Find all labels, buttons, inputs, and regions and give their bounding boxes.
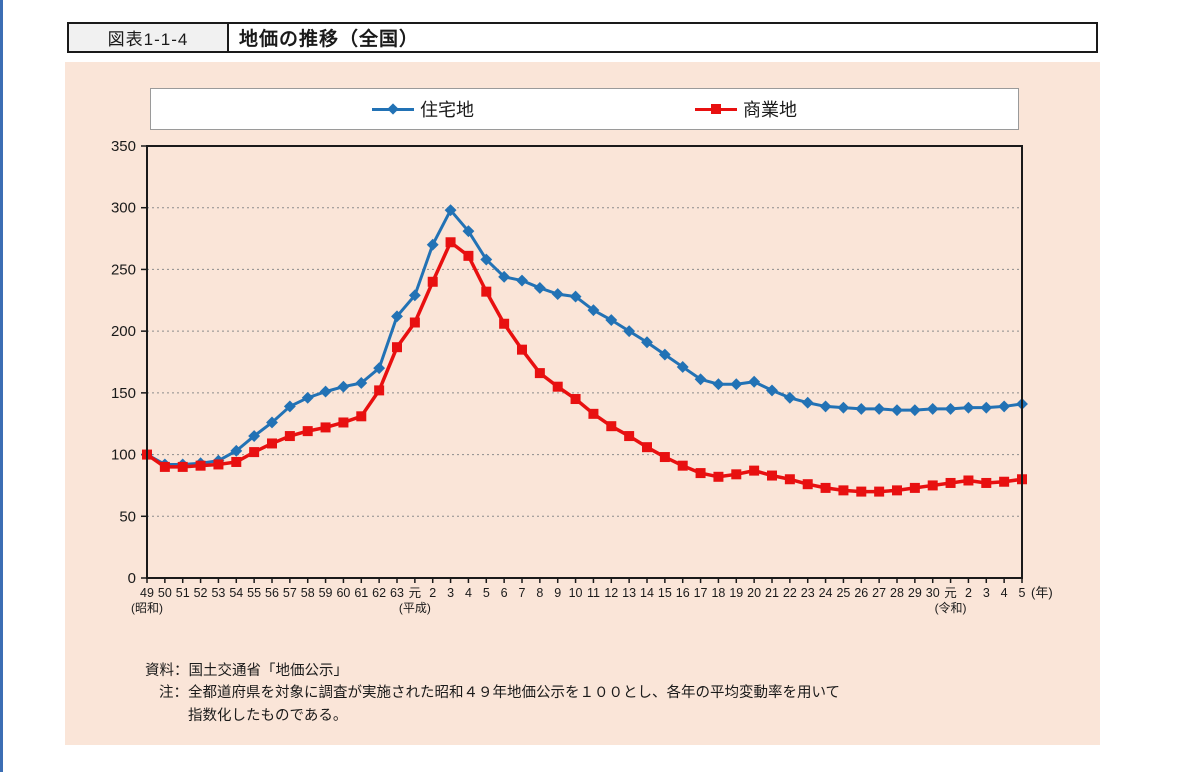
svg-text:17: 17 [694, 586, 708, 600]
svg-text:53: 53 [211, 586, 225, 600]
svg-text:11: 11 [587, 586, 600, 600]
svg-text:元: 元 [944, 586, 957, 600]
svg-text:51: 51 [176, 586, 190, 600]
svg-text:3: 3 [447, 586, 454, 600]
legend-label-commercial: 商業地 [743, 100, 797, 120]
svg-text:30: 30 [926, 586, 940, 600]
svg-text:9: 9 [554, 586, 561, 600]
svg-text:23: 23 [801, 586, 815, 600]
svg-text:元: 元 [409, 586, 422, 600]
commercial-line-swatch [695, 104, 737, 114]
svg-text:(年): (年) [1031, 585, 1053, 600]
legend-label-residential: 住宅地 [420, 100, 474, 120]
svg-text:200: 200 [111, 323, 136, 340]
svg-text:(令和): (令和) [935, 600, 967, 615]
svg-text:60: 60 [336, 586, 350, 600]
note-text-line2: 指数化したものである。 [188, 707, 348, 724]
svg-text:52: 52 [194, 586, 208, 600]
svg-text:25: 25 [836, 586, 850, 600]
svg-text:63: 63 [390, 586, 404, 600]
svg-text:18: 18 [711, 586, 725, 600]
svg-text:24: 24 [819, 586, 833, 600]
residential-line-swatch [372, 103, 414, 115]
svg-text:14: 14 [640, 586, 654, 600]
chart-notes: 資料：国土交通省「地価公示」 注： 全都道府県を対象に調査が実施された昭和４９年… [145, 660, 1045, 727]
svg-text:19: 19 [729, 586, 743, 600]
chart-legend: 住宅地 商業地 [150, 88, 1019, 130]
svg-text:350: 350 [111, 138, 136, 155]
svg-text:150: 150 [111, 385, 136, 402]
chart-panel: 住宅地 商業地 0 50 100 150 200 250 300 350 49 50 51 52 53 5… [65, 62, 1100, 745]
svg-text:5: 5 [1019, 586, 1026, 600]
svg-text:50: 50 [119, 508, 136, 525]
svg-text:50: 50 [158, 586, 172, 600]
svg-text:(平成): (平成) [399, 601, 431, 615]
svg-text:12: 12 [604, 586, 618, 600]
svg-text:57: 57 [283, 586, 297, 600]
svg-text:56: 56 [265, 586, 279, 600]
svg-text:28: 28 [890, 586, 904, 600]
svg-text:3: 3 [983, 586, 990, 600]
figure-header: 図表1-1-4 地価の推移（全国） [67, 22, 1098, 53]
svg-text:61: 61 [354, 586, 368, 600]
svg-text:300: 300 [111, 200, 136, 217]
svg-text:13: 13 [622, 586, 636, 600]
svg-text:10: 10 [569, 586, 583, 600]
svg-text:62: 62 [372, 586, 386, 600]
svg-text:21: 21 [765, 586, 779, 600]
svg-text:5: 5 [483, 586, 490, 600]
svg-text:49: 49 [140, 586, 154, 600]
source-note: 資料：国土交通省「地価公示」 [145, 663, 348, 679]
figure-title: 地価の推移（全国） [229, 22, 1098, 53]
svg-text:27: 27 [872, 586, 886, 600]
svg-text:0: 0 [128, 570, 136, 587]
svg-text:26: 26 [854, 586, 868, 600]
legend-entry-commercial: 商業地 [695, 96, 797, 122]
diamond-marker-icon [387, 103, 399, 115]
svg-text:(昭和): (昭和) [131, 601, 163, 615]
svg-text:2: 2 [429, 586, 436, 600]
svg-text:250: 250 [111, 261, 136, 278]
note-label: 注： [159, 685, 188, 702]
svg-text:2: 2 [965, 586, 972, 600]
legend-entry-residential: 住宅地 [372, 96, 474, 122]
svg-text:55: 55 [247, 586, 261, 600]
svg-text:7: 7 [519, 586, 526, 600]
svg-text:15: 15 [658, 586, 672, 600]
figure-number-label: 図表1-1-4 [67, 22, 229, 53]
svg-text:4: 4 [465, 586, 472, 600]
svg-text:100: 100 [111, 447, 136, 464]
svg-text:8: 8 [536, 586, 543, 600]
svg-text:20: 20 [747, 586, 761, 600]
svg-text:54: 54 [229, 586, 243, 600]
svg-text:6: 6 [501, 586, 508, 600]
svg-text:4: 4 [1001, 586, 1008, 600]
svg-text:22: 22 [783, 586, 797, 600]
svg-text:58: 58 [301, 586, 315, 600]
note-row: 注： 全都道府県を対象に調査が実施された昭和４９年地価公示を１００とし、各年の平… [145, 682, 1045, 727]
note-text: 全都道府県を対象に調査が実施された昭和４９年地価公示を１００とし、各年の平均変動… [188, 682, 840, 727]
svg-text:29: 29 [908, 586, 922, 600]
svg-text:59: 59 [319, 586, 333, 600]
page-left-accent-bar [0, 0, 3, 772]
square-marker-icon [711, 104, 721, 114]
note-text-line1: 全都道府県を対象に調査が実施された昭和４９年地価公示を１００とし、各年の平均変動… [188, 685, 841, 702]
svg-text:16: 16 [676, 586, 690, 600]
